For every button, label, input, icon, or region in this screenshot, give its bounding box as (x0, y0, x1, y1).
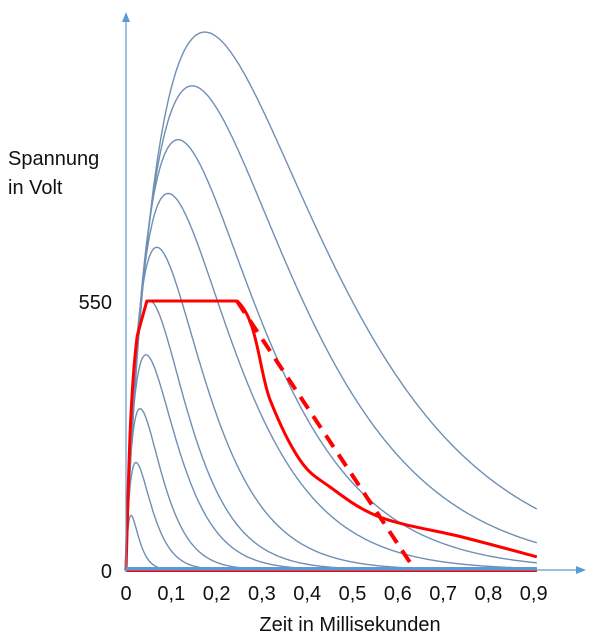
x-tick-label: 0 (120, 583, 131, 605)
linear-decay-dashed-line (235, 299, 417, 572)
x-tick-label: 0,2 (203, 583, 231, 605)
pulse-curve-9 (125, 85, 538, 571)
x-tick-label: 0,8 (474, 583, 502, 605)
x-tick-label: 0,4 (293, 583, 321, 605)
pulse-curve-7 (125, 192, 537, 571)
x-tick-label: 0,3 (248, 583, 276, 605)
x-tick-labels: 0 0,1 0,2 0,3 0,4 0,5 0,6 0,7 0,8 0,9 (120, 583, 547, 605)
x-tick-label: 0,1 (157, 583, 185, 605)
pulse-curve-8 (125, 139, 537, 571)
y-tick-label-0: 0 (101, 561, 112, 583)
pulse-curve-1 (125, 514, 537, 571)
x-axis-label: Zeit in Millisekunden (259, 614, 440, 636)
x-tick-label: 0,6 (384, 583, 412, 605)
clamped-voltage-curve (124, 299, 538, 571)
x-tick-label: 0,7 (429, 583, 457, 605)
pulse-curve-10 (125, 31, 538, 571)
y-axis-label-line1: Spannung (8, 148, 99, 170)
x-tick-label: 0,9 (520, 583, 548, 605)
y-axis-label-line2: in Volt (8, 177, 63, 199)
axes-layer (122, 12, 586, 574)
x-axis-arrow-icon (576, 566, 586, 574)
y-tick-label-550: 550 (79, 292, 112, 314)
y-axis-arrow-icon (122, 12, 130, 22)
pulse-curve-5 (125, 300, 537, 571)
curves-layer (124, 31, 538, 572)
pulse-curve-6 (125, 246, 537, 571)
x-tick-label: 0,5 (339, 583, 367, 605)
